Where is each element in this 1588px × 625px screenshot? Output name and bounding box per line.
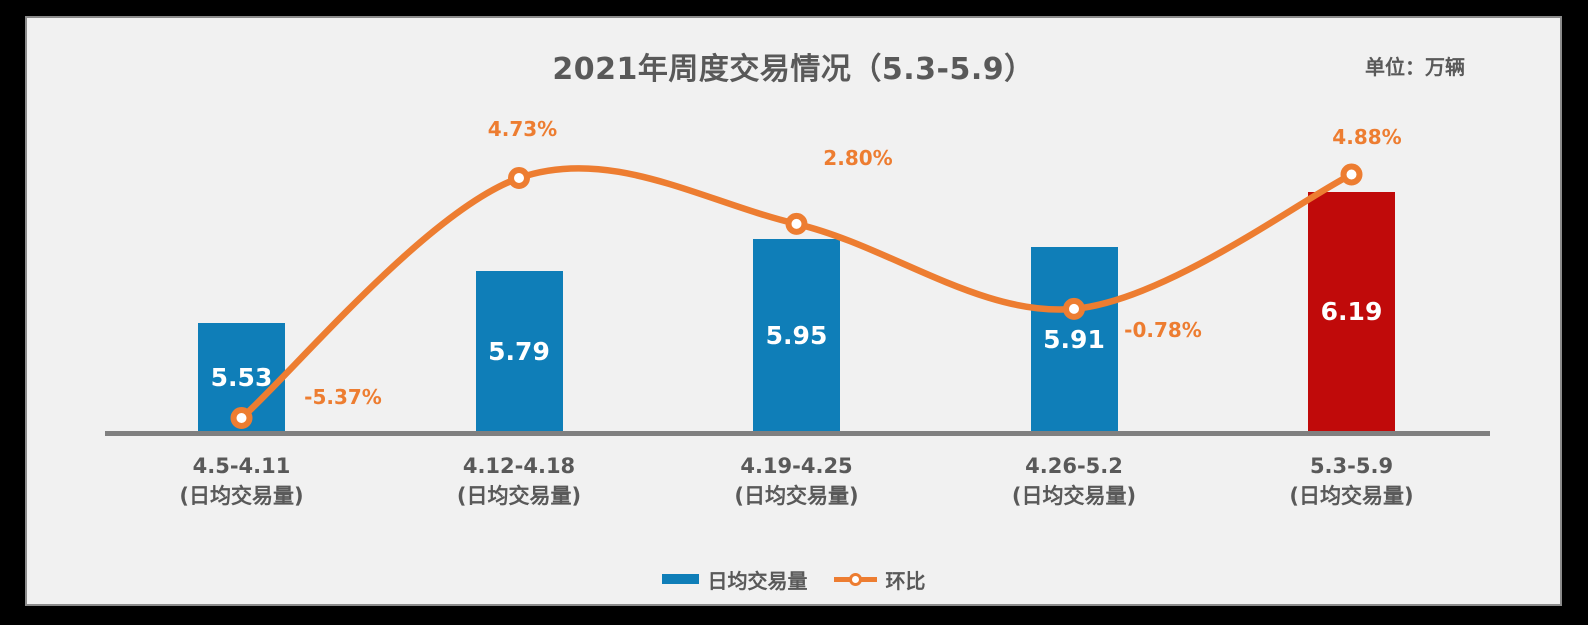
bar-value-label: 5.95 xyxy=(765,321,828,351)
line-marker-icon xyxy=(230,407,253,429)
legend: 日均交易量 环比 xyxy=(27,565,1560,594)
legend-line-label: 环比 xyxy=(885,568,926,593)
bar-value-label: 5.91 xyxy=(1043,325,1105,355)
x-axis-label-sub: (日均交易量) xyxy=(1011,484,1137,508)
pct-change-line xyxy=(238,165,1355,422)
line-marker-icon xyxy=(785,212,808,235)
x-axis-label-range: 4.19-4.25 xyxy=(740,454,853,478)
x-axis-label: 4.12-4.18 (日均交易量) xyxy=(409,451,629,511)
line-series-svg xyxy=(230,163,1363,429)
x-axis-line xyxy=(105,431,1490,436)
line-series-swatch xyxy=(833,572,877,586)
bar-5.3-5.9: 6.19 xyxy=(1308,191,1395,432)
bar-4.12-4.18: 5.79 xyxy=(475,271,563,432)
line-swatch-marker-icon xyxy=(848,572,862,586)
legend-bar-label: 日均交易量 xyxy=(707,568,808,593)
x-axis-label: 4.26-5.2 (日均交易量) xyxy=(964,451,1184,511)
pct-change-label: -5.37% xyxy=(304,384,382,409)
legend-item-line: 环比 xyxy=(833,565,926,594)
line-marker-icon xyxy=(508,167,530,189)
x-axis-label-sub: (日均交易量) xyxy=(1289,484,1414,508)
x-axis-label: 4.19-4.25 (日均交易量) xyxy=(687,451,907,511)
bar-4.19-4.25: 5.95 xyxy=(753,239,840,432)
x-axis-label: 5.3-5.9 (日均交易量) xyxy=(1242,451,1462,511)
line-marker-icon xyxy=(1340,163,1363,186)
pct-change-label: -0.78% xyxy=(1124,317,1202,342)
bar-value-label: 5.79 xyxy=(488,337,550,367)
x-axis-label-range: 4.12-4.18 xyxy=(462,454,576,478)
chart-frame: 2021年周度交易情况（5.3-5.9） 单位：万辆 5.53 5.79 5.95 5… xyxy=(25,16,1562,606)
pct-change-label: 4.88% xyxy=(1332,125,1402,150)
x-axis-label-sub: (日均交易量) xyxy=(179,484,304,508)
x-axis-label-sub: (日均交易量) xyxy=(734,484,859,508)
line-marker-icon xyxy=(1063,297,1085,320)
x-axis-label-range: 5.3-5.9 xyxy=(1309,454,1394,478)
plot-area: 5.53 5.79 5.95 5.91 6.19 4.5-4.11 (日均交易量) 4.12-… xyxy=(27,18,1560,604)
x-axis-label-range: 4.5-4.11 xyxy=(192,454,291,478)
chart-title: 2021年周度交易情况（5.3-5.9） xyxy=(552,52,1035,87)
pct-change-label: 4.73% xyxy=(487,117,558,141)
x-axis-label-range: 4.26-5.2 xyxy=(1025,454,1123,478)
bar-4.5-4.11: 5.53 xyxy=(198,322,285,432)
x-axis-label: 4.5-4.11 (日均交易量) xyxy=(132,451,352,511)
pct-change-label: 2.80% xyxy=(823,145,893,170)
bar-series-swatch xyxy=(661,574,699,584)
bar-value-label: 6.19 xyxy=(1320,297,1383,327)
bar-value-label: 5.53 xyxy=(210,362,273,392)
legend-item-bar: 日均交易量 xyxy=(661,565,808,594)
unit-label: 单位：万辆 xyxy=(1365,55,1465,79)
bar-4.26-5.2: 5.91 xyxy=(1030,247,1118,432)
x-axis-label-sub: (日均交易量) xyxy=(456,484,582,508)
